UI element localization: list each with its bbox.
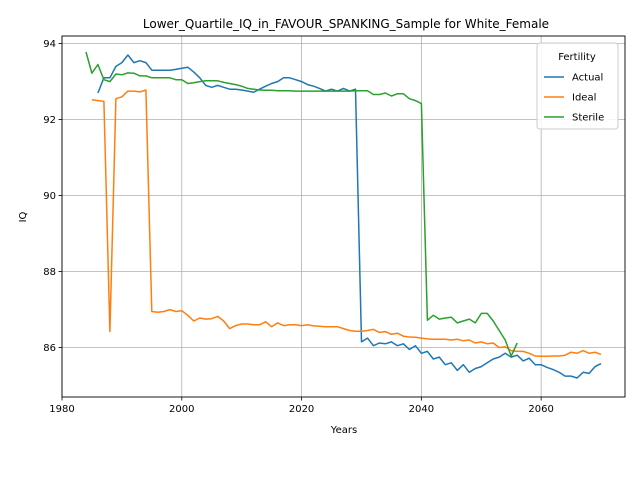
chart-title: Lower_Quartile_IQ_in_FAVOUR_SPANKING_Sam…: [143, 17, 549, 31]
axis-ticks: 1980 2000 2020 2040 2060 86 88 90 92 94: [43, 39, 554, 415]
x-tick-label: 2000: [169, 404, 194, 415]
x-tick-label: 1980: [49, 404, 74, 415]
grid: [61, 36, 625, 397]
x-tick-label: 2040: [409, 404, 434, 415]
series-lines: [85, 51, 602, 379]
x-tick-label: 2020: [289, 404, 314, 415]
y-tick-label: 92: [43, 115, 56, 126]
series-line-sterile: [85, 51, 518, 357]
x-tick-label: 2060: [528, 404, 553, 415]
y-tick-label: 88: [43, 267, 56, 278]
legend-items: Actual Ideal Sterile: [544, 73, 604, 124]
x-axis-label: Years: [330, 425, 357, 436]
y-axis-label: IQ: [18, 211, 29, 222]
y-tick-label: 86: [43, 343, 56, 354]
legend-label-ideal: Ideal: [572, 93, 596, 104]
legend-label-sterile: Sterile: [572, 113, 604, 124]
legend-title: Fertility: [558, 52, 596, 63]
plot-frame: [61, 35, 626, 398]
legend-box: [536, 42, 619, 130]
series-line-ideal: [91, 89, 602, 358]
y-tick-label: 90: [43, 191, 56, 202]
legend-label-actual: Actual: [572, 73, 603, 84]
legend: Fertility Actual Ideal Sterile: [536, 42, 619, 130]
y-tick-label: 94: [43, 39, 56, 50]
